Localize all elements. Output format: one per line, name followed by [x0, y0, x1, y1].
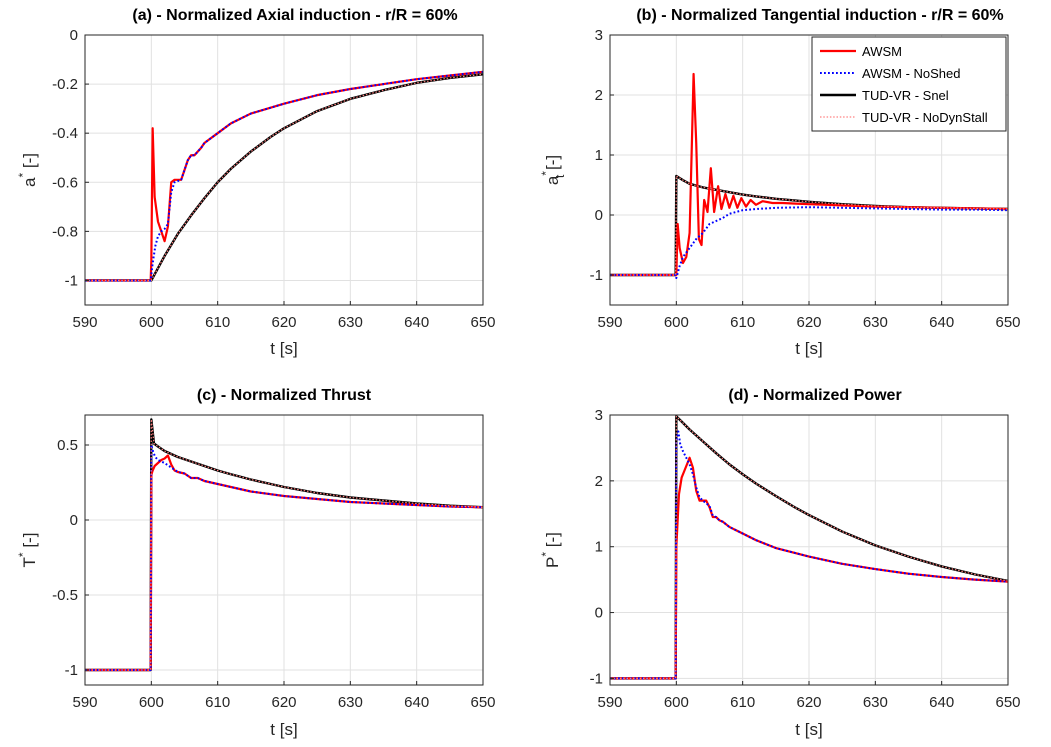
x-tick-label: 600 — [139, 694, 164, 711]
x-tick-label: 620 — [796, 314, 821, 331]
x-tick-label: 600 — [664, 314, 689, 331]
legend-box — [811, 36, 1007, 132]
x-tick-label: 590 — [597, 314, 622, 331]
x-axis-label: t [s] — [270, 339, 297, 358]
y-label-superscript: * — [16, 173, 30, 178]
y-tick-label: -0.4 — [52, 125, 78, 142]
y-tick-label: -0.6 — [52, 174, 78, 191]
x-tick-label: 600 — [664, 694, 689, 711]
panel-a: 590 600 610 620 630 640 650 0 -0.2 -0.4 -0.6 -0.8 -1… — [16, 7, 496, 358]
chart-title: (c) - Normalized Thrust — [197, 387, 372, 404]
y-tick-label: 0 — [595, 605, 603, 622]
x-tick-label: 620 — [796, 694, 821, 711]
y-label-symbol: P — [543, 557, 562, 568]
y-axis-label: a*t [-] — [539, 155, 567, 185]
y-label-unit: [-] — [543, 155, 562, 175]
y-tick-label: 0.5 — [57, 437, 78, 454]
y-tick-label: 3 — [595, 27, 603, 44]
series-line-awsm-noshed — [610, 430, 1008, 680]
y-tick-label: 1 — [595, 539, 603, 556]
y-tick-label: -1 — [590, 670, 603, 687]
x-axis-label: t [s] — [795, 339, 822, 358]
y-tick-label: 3 — [595, 407, 603, 424]
y-tick-label: 0 — [595, 207, 603, 224]
y-label-symbol: a — [20, 177, 39, 187]
y-tick-label: -1 — [590, 267, 603, 284]
y-tick-label: -1 — [65, 662, 78, 679]
y-label-superscript: * — [539, 171, 553, 176]
x-tick-label: 610 — [205, 314, 230, 331]
x-tick-label: 600 — [139, 314, 164, 331]
x-tick-label: 610 — [205, 694, 230, 711]
x-tick-label: 590 — [72, 314, 97, 331]
y-label-superscript: * — [16, 552, 30, 557]
series-line-tud-vr-nodynstall — [610, 175, 1008, 276]
x-tick-label: 640 — [929, 314, 954, 331]
y-label-unit: [-] — [543, 532, 562, 552]
y-tick-label: 1 — [595, 147, 603, 164]
y-tick-label: -0.2 — [52, 76, 78, 93]
x-tick-label: 650 — [470, 314, 495, 331]
series-line-tud-vr-nodynstall — [85, 73, 483, 282]
y-tick-label: -1 — [65, 272, 78, 289]
x-tick-label: 590 — [72, 694, 97, 711]
panel-d: 590 600 610 620 630 640 650 3 2 1 0 -1 (d) - Normali… — [539, 387, 1021, 739]
legend-label: AWSM — [862, 44, 902, 59]
x-tick-label: 610 — [730, 314, 755, 331]
x-axis-label: t [s] — [270, 720, 297, 739]
panel-c: 590 600 610 620 630 640 650 0.5 0 -0.5 -1 (c) - Nor… — [16, 387, 496, 739]
x-tick-label: 610 — [730, 694, 755, 711]
x-tick-label: 630 — [338, 314, 363, 331]
x-tick-label: 640 — [929, 694, 954, 711]
series-line-awsm-noshed — [610, 206, 1008, 279]
y-label-unit: [-] — [20, 153, 39, 173]
chart-title: (b) - Normalized Tangential induction - … — [636, 7, 1003, 24]
y-tick-label: -0.8 — [52, 223, 78, 240]
x-axis-label: t [s] — [795, 720, 822, 739]
y-axis-label: T* [-] — [16, 533, 39, 568]
y-tick-label: -0.5 — [52, 587, 78, 604]
x-tick-label: 630 — [863, 694, 888, 711]
series-line-awsm-noshed — [85, 444, 483, 671]
y-label-unit: [-] — [20, 533, 39, 553]
legend: AWSM AWSM - NoShed TUD-VR - Snel TUD-VR - N… — [811, 36, 1007, 132]
y-tick-label: 0 — [70, 512, 78, 529]
y-label-symbol: a — [543, 175, 562, 185]
x-tick-label: 620 — [271, 694, 296, 711]
y-axis-label: P* [-] — [539, 532, 562, 568]
legend-label: TUD-VR - Snel — [862, 88, 949, 103]
x-tick-label: 640 — [404, 694, 429, 711]
x-tick-label: 620 — [271, 314, 296, 331]
x-tick-label: 630 — [338, 694, 363, 711]
y-label-superscript: * — [539, 552, 553, 557]
x-tick-label: 650 — [995, 694, 1020, 711]
y-label-symbol: T — [20, 557, 39, 567]
x-tick-label: 640 — [404, 314, 429, 331]
y-tick-label: 2 — [595, 473, 603, 490]
x-tick-label: 650 — [995, 314, 1020, 331]
x-tick-label: 650 — [470, 694, 495, 711]
series-line-tud-vr-nodynstall — [85, 418, 483, 671]
legend-label: AWSM - NoShed — [862, 66, 961, 81]
x-tick-label: 590 — [597, 694, 622, 711]
chart-title: (a) - Normalized Axial induction - r/R =… — [132, 7, 457, 24]
y-axis-label: a* [-] — [16, 153, 39, 187]
legend-label: TUD-VR - NoDynStall — [862, 110, 988, 125]
panel-b: 590 600 610 620 630 640 650 3 2 1 0 -1 (b) - Normali… — [539, 7, 1021, 358]
chart-title: (d) - Normalized Power — [728, 387, 901, 404]
series-line-tud-vr-nodynstall — [610, 415, 1008, 680]
y-label-subscript: t — [553, 174, 567, 178]
y-tick-label: 2 — [595, 87, 603, 104]
y-tick-label: 0 — [70, 27, 78, 44]
series-line-awsm-noshed — [85, 70, 483, 282]
x-tick-label: 630 — [863, 314, 888, 331]
